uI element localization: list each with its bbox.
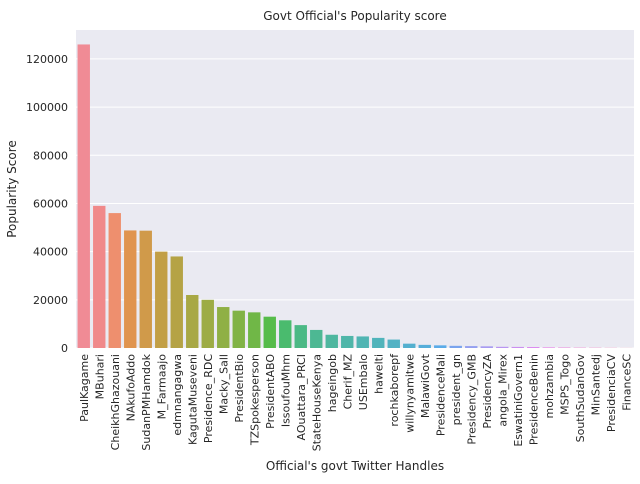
x-tick-label: PresidencyZA <box>481 354 494 429</box>
x-tick-label: TZSpokesperson <box>248 354 261 446</box>
y-tick-label: 40000 <box>33 246 68 259</box>
x-axis-label: Official's govt Twitter Handles <box>266 459 444 473</box>
bar-MBuhari <box>93 206 105 348</box>
bar-M_Farmaajo <box>155 252 167 348</box>
bar-PaulKagame <box>78 44 90 348</box>
x-tick-label: SudanPMHamdok <box>140 353 153 450</box>
x-tick-label: KagutaMuseveni <box>186 354 199 445</box>
x-tick-label: mohzambia <box>543 354 556 418</box>
x-tick-label: Macky_Sall <box>217 354 230 414</box>
x-tick-label: MBuhari <box>93 354 106 399</box>
y-tick-label: 80000 <box>33 149 68 162</box>
y-tick-label: 20000 <box>33 294 68 307</box>
bar-hageingob <box>326 335 338 348</box>
y-tick-label: 60000 <box>33 197 68 210</box>
x-tick-label: EswatiniGovern1 <box>512 354 525 447</box>
y-tick-label: 120000 <box>26 53 68 66</box>
x-tick-label: president_gn <box>450 354 463 425</box>
bar-StateHouseKenya <box>310 330 322 348</box>
bar-IssoufouMhm <box>279 320 291 348</box>
chart-title: Govt Official's Popularity score <box>263 9 447 23</box>
bar-Macky_Sall <box>217 307 229 348</box>
bar-willynyamitwe <box>403 344 415 348</box>
x-tick-label: PresidenceMali <box>434 354 447 436</box>
bar-EswatiniGovern1 <box>512 347 524 348</box>
bar-PresidenceMali <box>434 345 446 348</box>
x-tick-label: FinanceSC <box>620 354 633 411</box>
bar-PresidenceBenin <box>527 347 539 348</box>
bar-PresidentBio <box>233 311 245 348</box>
x-tick-label: AOuattara_PRCI <box>295 354 308 441</box>
bar-CheikhGhazouani <box>109 213 121 348</box>
bar-hawelti <box>372 338 384 348</box>
x-tick-label: CheikhGhazouani <box>109 354 122 450</box>
bar-mohzambia <box>543 347 555 348</box>
x-tick-label: StateHouseKenya <box>310 354 323 451</box>
bar-angola_Mirex <box>496 347 508 348</box>
x-tick-label: edmnangagwa <box>171 354 184 436</box>
x-tick-label: IssoufouMhm <box>279 354 292 427</box>
x-tick-label: PresidenceBenin <box>527 354 540 445</box>
x-tick-label: hawelti <box>372 354 385 394</box>
x-tick-label: angola_Mirex <box>496 354 509 427</box>
bar-Presidency_GMB <box>465 346 477 348</box>
bar-SudanPMHamdok <box>140 231 152 348</box>
x-tick-label: Presidency_GMB <box>465 354 478 445</box>
bar-PresidencyZA <box>481 346 493 348</box>
bar-Cherif_MZ <box>341 336 353 348</box>
x-tick-label: NAkufoAddo <box>124 354 137 422</box>
y-tick-label: 100000 <box>26 101 68 114</box>
x-tick-label: SouthSudanGov <box>574 354 587 443</box>
x-tick-label: MalawiGovt <box>419 353 432 418</box>
bar-USEmbalo <box>357 336 369 348</box>
x-tick-label: Cherif_MZ <box>341 354 354 410</box>
bar-edmnangagwa <box>171 256 183 348</box>
x-tick-label: MSPS_Togo <box>558 354 571 415</box>
y-tick-labels: 0 20000 40000 60000 80000 100000 120000 <box>26 53 68 355</box>
x-tick-label: PresidenciaCV <box>605 354 618 433</box>
bar-NAkufoAddo <box>124 230 136 348</box>
x-tick-label: PresidentABO <box>264 354 277 429</box>
x-tick-label: PaulKagame <box>78 354 91 422</box>
bar-TZSpokesperson <box>248 312 260 348</box>
bar-KagutaMuseveni <box>186 295 198 348</box>
x-tick-label: MinSantedj <box>589 354 602 415</box>
bar-PresidentABO <box>264 317 276 348</box>
y-axis-label: Popularity Score <box>5 140 19 238</box>
x-tick-label: M_Farmaajo <box>155 354 168 420</box>
bar-president_gn <box>450 346 462 348</box>
bar-rochkaborepf <box>388 340 400 348</box>
x-tick-label: USEmbalo <box>357 354 370 410</box>
bar-Presidence_RDC <box>202 300 214 348</box>
bar-AOuattara_PRCI <box>295 325 307 348</box>
bar-MalawiGovt <box>419 345 431 348</box>
x-tick-label: PresidentBio <box>233 354 246 423</box>
x-tick-label: Presidence_RDC <box>202 354 215 443</box>
x-tick-label: rochkaborepf <box>388 353 401 427</box>
x-tick-label: hageingob <box>326 354 339 412</box>
x-tick-label: willynyamitwe <box>403 354 416 433</box>
y-tick-label: 0 <box>61 342 68 355</box>
